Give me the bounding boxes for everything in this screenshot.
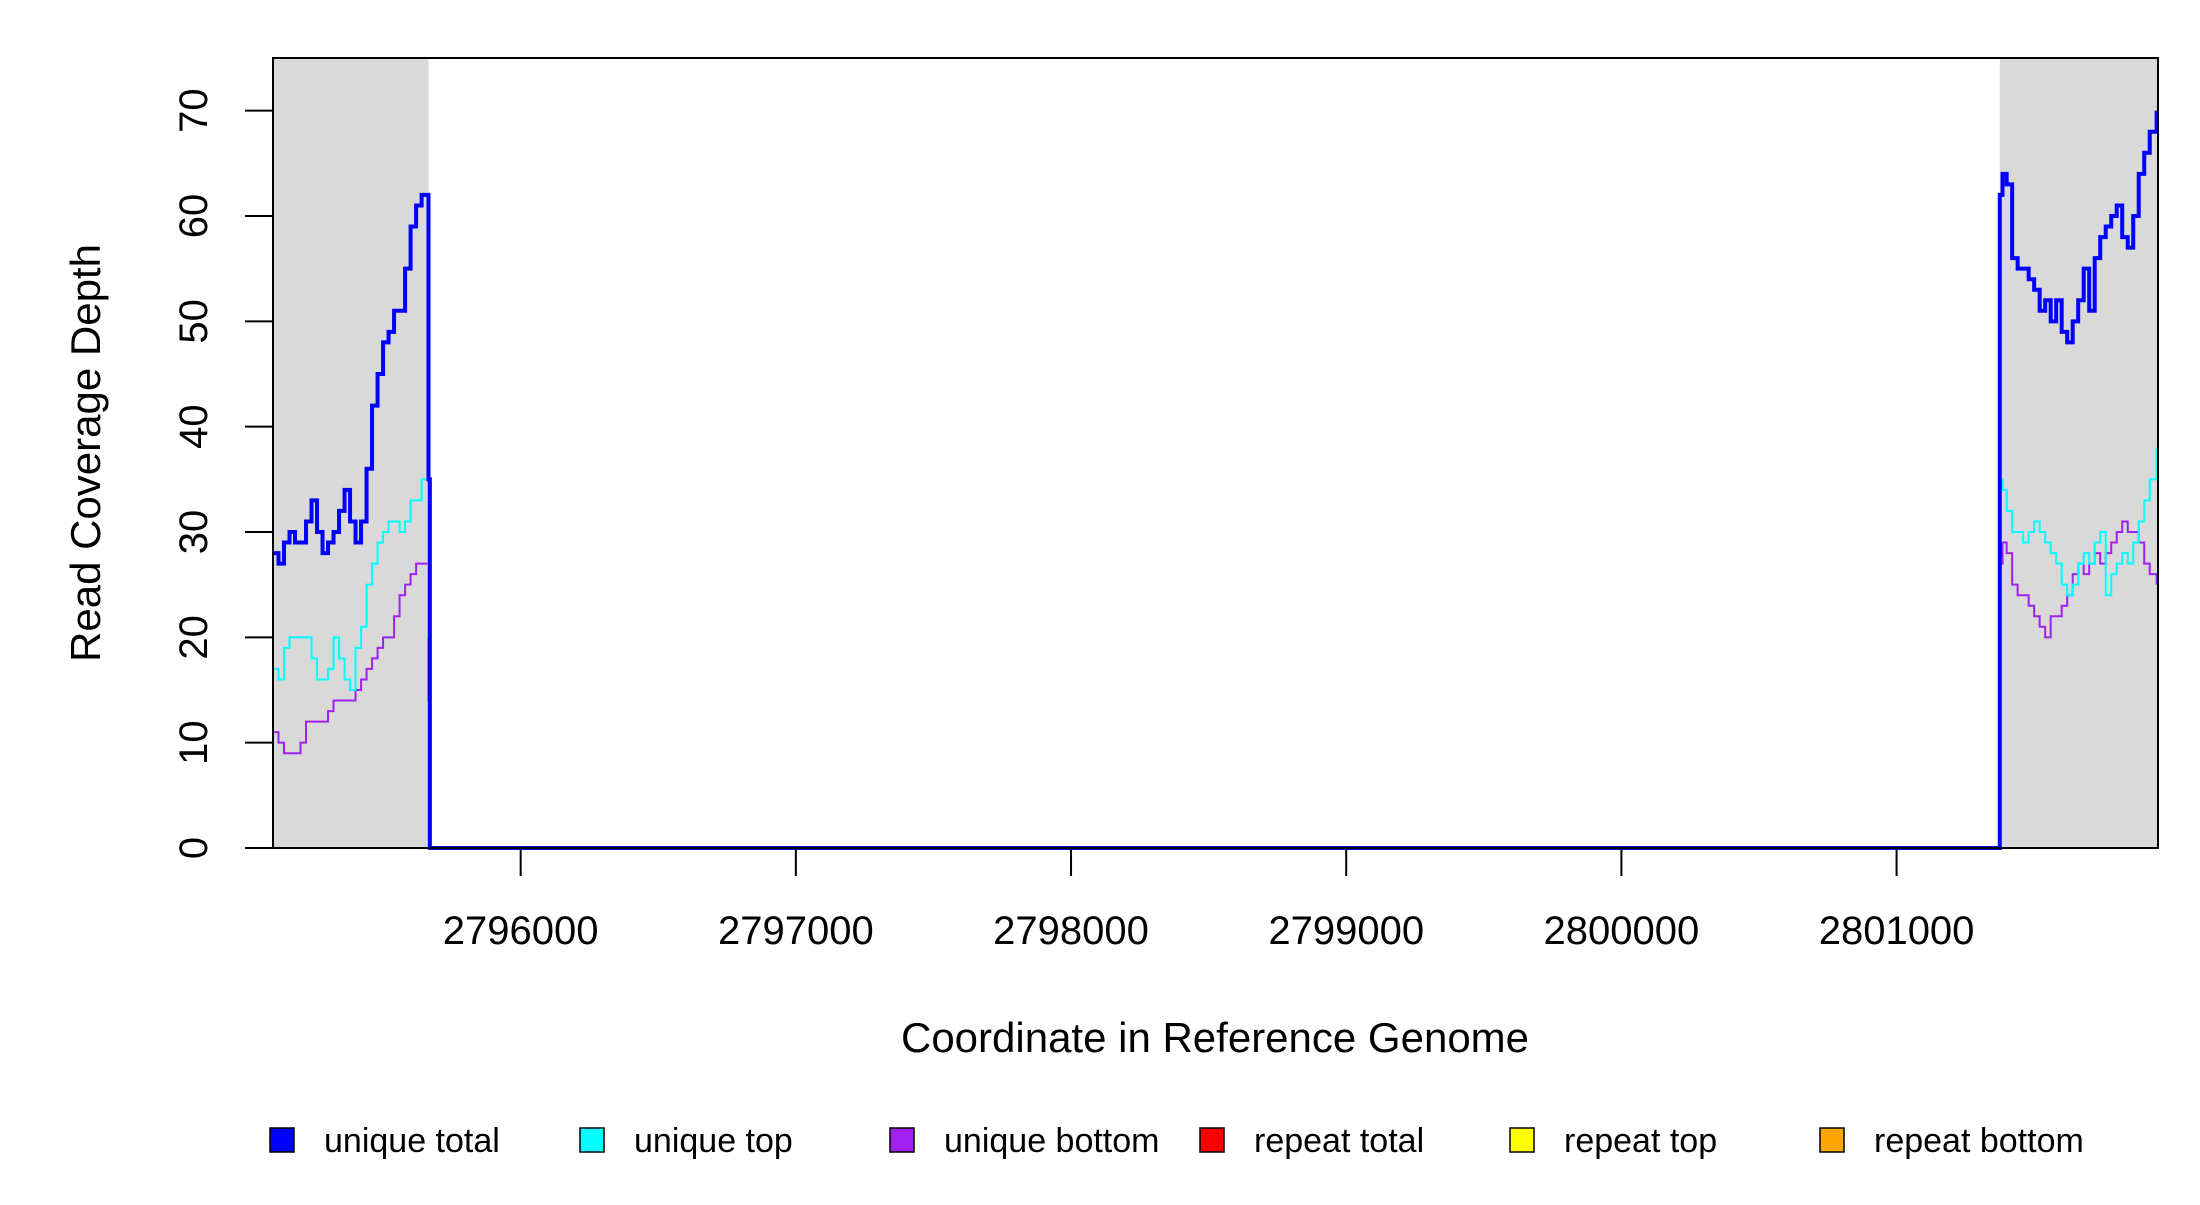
x-axis-title: Coordinate in Reference Genome	[901, 1014, 1529, 1061]
x-tick-label-2800000: 2800000	[1544, 909, 1700, 953]
x-tick-label-2799000: 2799000	[1268, 909, 1424, 953]
y-tick-label-70: 70	[172, 88, 216, 132]
legend-swatch-unique-total	[269, 1127, 295, 1153]
x-tick-label-2801000: 2801000	[1819, 909, 1975, 953]
legend-label-repeat-bottom: repeat bottom	[1874, 1122, 2084, 1160]
shaded-regions-layer	[273, 58, 2158, 848]
series-unique-total	[273, 110, 2159, 850]
y-tick-label-0: 0	[172, 837, 216, 859]
legend-label-unique-top: unique top	[634, 1122, 793, 1160]
x-tick-label-2797000: 2797000	[718, 909, 874, 953]
series-unique-top	[273, 447, 2158, 849]
legend-swatch-repeat-total	[1199, 1127, 1225, 1153]
y-tick-label-50: 50	[172, 299, 216, 344]
legend-label-repeat-total: repeat total	[1254, 1122, 1424, 1160]
shaded-region-2	[1999, 58, 2158, 848]
shaded-region-1	[273, 58, 429, 848]
legend-label-unique-total: unique total	[324, 1122, 500, 1160]
legend-swatch-repeat-bottom	[1819, 1127, 1845, 1153]
y-axis: 0 10 20 30 40 50 60 70	[172, 88, 274, 859]
y-tick-label-30: 30	[172, 510, 216, 555]
plot-frame	[272, 57, 2159, 849]
legend: unique total unique top unique bottom repea…	[269, 1122, 2084, 1160]
y-tick-label-20: 20	[172, 615, 216, 660]
legend-label-unique-bottom: unique bottom	[944, 1122, 1160, 1160]
x-axis: 2796000 2797000 2798000 2799000 2800000 28010…	[443, 848, 1975, 953]
y-axis-title: Read Coverage Depth	[62, 244, 109, 662]
y-tick-label-60: 60	[172, 194, 216, 239]
legend-label-repeat-top: repeat top	[1564, 1122, 1717, 1160]
y-tick-label-10: 10	[172, 720, 216, 765]
series-layer	[273, 110, 2159, 850]
y-tick-label-40: 40	[172, 404, 216, 449]
legend-swatch-unique-top	[579, 1127, 605, 1153]
legend-swatch-unique-bottom	[889, 1127, 915, 1153]
series-unique-bottom	[273, 520, 2158, 849]
x-tick-label-2798000: 2798000	[993, 909, 1149, 953]
legend-swatch-repeat-top	[1509, 1127, 1535, 1153]
x-tick-label-2796000: 2796000	[443, 909, 599, 953]
